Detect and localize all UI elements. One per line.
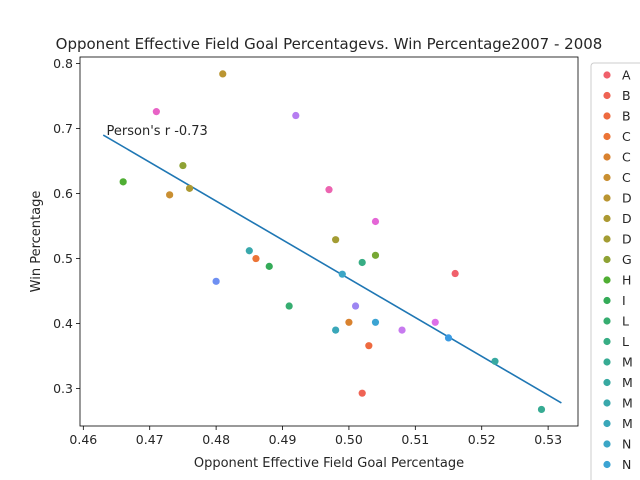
y-tick-label: 0.5 bbox=[53, 251, 73, 266]
legend-marker bbox=[603, 337, 611, 346]
scatter-point bbox=[219, 70, 227, 78]
scatter-point bbox=[119, 178, 127, 186]
legend-box bbox=[590, 62, 640, 480]
legend-marker bbox=[603, 194, 611, 202]
legend-label: C bbox=[622, 150, 631, 165]
legend-label: N bbox=[622, 437, 631, 452]
legend-marker bbox=[603, 153, 611, 161]
scatter-point bbox=[365, 342, 373, 350]
legend-label: N bbox=[622, 457, 631, 472]
y-tick-label: 0.8 bbox=[53, 56, 73, 71]
legend-label: M bbox=[622, 355, 633, 370]
scatter-point bbox=[252, 254, 260, 263]
scatter-point bbox=[398, 326, 406, 334]
y-axis-label: Win Percentage bbox=[29, 191, 44, 293]
scatter-point bbox=[358, 258, 366, 267]
x-tick-label: 0.46 bbox=[69, 432, 97, 447]
y-tick-label: 0.6 bbox=[53, 186, 73, 201]
x-tick-label: 0.47 bbox=[136, 432, 164, 447]
legend-label: G bbox=[622, 252, 632, 267]
scatter-point bbox=[371, 217, 380, 226]
x-tick-label: 0.49 bbox=[269, 432, 297, 447]
legend-marker bbox=[603, 71, 611, 79]
legend-label: M bbox=[622, 375, 633, 390]
legend-label: D bbox=[622, 232, 632, 247]
scatter-point bbox=[166, 191, 174, 199]
legend-marker bbox=[603, 317, 611, 325]
legend-marker bbox=[603, 132, 611, 141]
scatter-point bbox=[371, 251, 380, 259]
scatter-point bbox=[212, 277, 220, 285]
legend-label: B bbox=[622, 109, 631, 124]
legend-label: A bbox=[622, 68, 631, 83]
legend-label: C bbox=[622, 170, 631, 185]
regression-line-group bbox=[102, 134, 562, 404]
correlation-annotation: Person's r -0.73 bbox=[107, 124, 208, 139]
scatter-point bbox=[332, 236, 340, 244]
legend-label: D bbox=[622, 211, 632, 226]
legend-marker bbox=[603, 112, 611, 120]
x-axis-label: Opponent Effective Field Goal Percentage bbox=[194, 456, 464, 471]
scatter-point bbox=[345, 318, 353, 326]
legend-label: M bbox=[622, 396, 633, 411]
scatter-point bbox=[179, 161, 187, 170]
x-axis: 0.46 0.47 0.48 0.49 0.50 0.51 0.52 0.53 bbox=[69, 426, 562, 447]
legend-label: I bbox=[622, 293, 626, 308]
y-tick-label: 0.4 bbox=[53, 316, 73, 331]
legend-marker bbox=[603, 419, 611, 428]
legend-marker bbox=[603, 440, 611, 448]
chart-title: Opponent Effective Field Goal Percentage… bbox=[56, 35, 603, 53]
x-tick-label: 0.51 bbox=[401, 432, 429, 447]
scatter-point bbox=[285, 302, 293, 310]
y-tick-label: 0.7 bbox=[53, 121, 73, 136]
scatter-point bbox=[537, 405, 546, 414]
legend-marker bbox=[603, 378, 611, 387]
legend-marker bbox=[603, 276, 611, 284]
x-tick-label: 0.53 bbox=[534, 432, 562, 447]
plot-area bbox=[79, 56, 579, 427]
legend-marker bbox=[603, 235, 611, 243]
legend-label: B bbox=[622, 88, 631, 103]
scatter-point bbox=[292, 111, 300, 120]
scatter-point bbox=[185, 184, 194, 192]
legend-label: H bbox=[622, 273, 631, 288]
scatter-point bbox=[358, 389, 366, 397]
x-tick-label: 0.50 bbox=[335, 432, 363, 447]
scatter-point bbox=[338, 270, 346, 278]
legend-marker bbox=[603, 255, 611, 264]
legend-label: M bbox=[622, 416, 633, 431]
scatter-point bbox=[371, 318, 380, 326]
scatter-point bbox=[245, 247, 253, 255]
scatter-point bbox=[351, 302, 360, 310]
scatter-point bbox=[444, 334, 453, 342]
legend-marker bbox=[603, 214, 611, 223]
data-points bbox=[119, 70, 546, 414]
scatter-point bbox=[431, 318, 439, 326]
legend-marker bbox=[603, 358, 611, 366]
scatter-point bbox=[265, 262, 273, 270]
regression-line bbox=[102, 134, 562, 404]
legend-marker bbox=[603, 399, 611, 407]
scatter-point bbox=[325, 186, 333, 194]
legend-marker bbox=[603, 173, 611, 182]
legend-marker bbox=[603, 296, 611, 305]
legend-label: L bbox=[622, 314, 629, 329]
scatter-point bbox=[451, 269, 459, 278]
legend-label: D bbox=[622, 191, 632, 206]
scatter-point bbox=[152, 108, 160, 116]
y-tick-label: 0.3 bbox=[53, 381, 73, 396]
x-tick-label: 0.52 bbox=[468, 432, 496, 447]
x-tick-label: 0.48 bbox=[202, 432, 230, 447]
legend-marker bbox=[603, 91, 611, 100]
legend-marker bbox=[603, 460, 611, 469]
legend-label: C bbox=[622, 129, 631, 144]
scatter-point bbox=[332, 326, 340, 334]
y-axis: 0.3 0.4 0.5 0.6 0.7 0.8 bbox=[53, 56, 80, 396]
scatter-point bbox=[491, 357, 499, 365]
legend-label: L bbox=[622, 334, 629, 349]
